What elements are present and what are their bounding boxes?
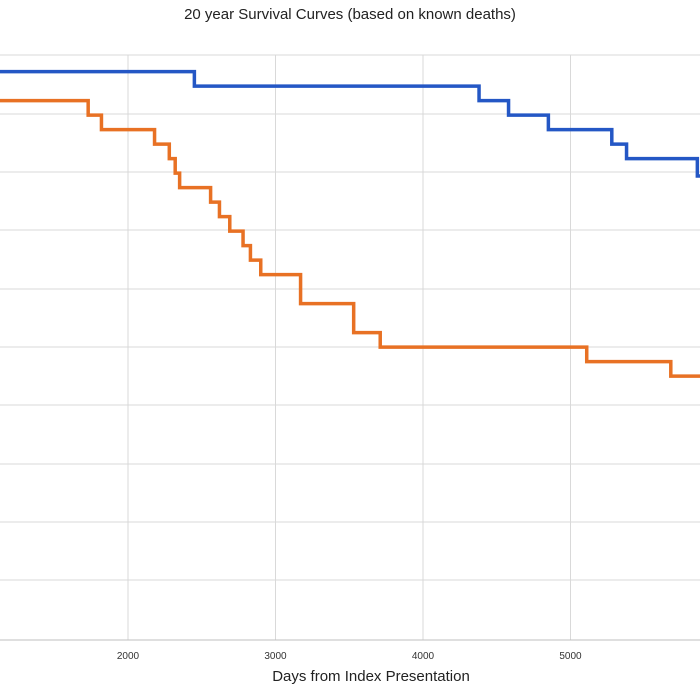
x-tick-label: 3000 [264, 651, 287, 662]
chart-title: 20 year Survival Curves (based on known … [184, 6, 516, 23]
x-tick-labels: 2000 3000 4000 5000 [117, 651, 582, 662]
grid-lines [0, 54, 700, 641]
series-lines [0, 69, 700, 378]
x-tick-label: 4000 [412, 651, 435, 662]
series-line-orange [0, 98, 700, 378]
x-axis-label: Days from Index Presentation [272, 668, 470, 685]
series-line-blue [0, 69, 700, 178]
x-tick-label: 5000 [559, 651, 582, 662]
x-tick-label: 2000 [117, 651, 140, 662]
